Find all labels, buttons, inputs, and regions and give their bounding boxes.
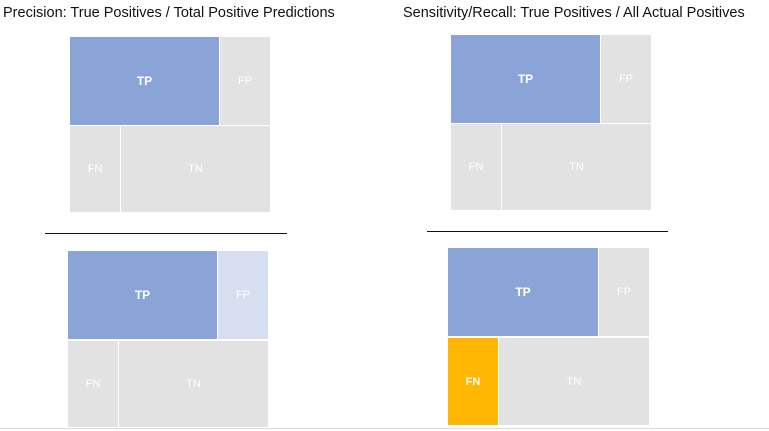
divider-line-left — [45, 233, 287, 234]
tn-cell: TN — [121, 126, 270, 212]
tn-cell: TN — [499, 338, 649, 425]
fn-cell: FN — [451, 124, 501, 210]
tp-cell: TP — [451, 35, 600, 123]
tn-cell: TN — [119, 341, 268, 427]
fp-cell: FP — [220, 37, 270, 125]
precision-title: Precision: True Positives / Total Positi… — [3, 5, 335, 21]
divider-line-right — [427, 231, 668, 232]
fp-cell: FP — [601, 35, 651, 123]
tp-cell: TP — [68, 251, 217, 339]
fn-cell: FN — [68, 341, 118, 427]
fn-cell: FN — [70, 126, 120, 212]
tn-cell: TN — [502, 124, 651, 210]
fp-cell: FP — [599, 248, 649, 336]
fp-cell-highlighted: FP — [218, 251, 268, 339]
fn-cell-highlighted: FN — [448, 338, 498, 425]
tp-cell: TP — [448, 248, 598, 336]
bottom-edge-line — [0, 428, 769, 429]
recall-title: Sensitivity/Recall: True Positives / All… — [403, 5, 745, 21]
tp-cell: TP — [70, 37, 219, 125]
